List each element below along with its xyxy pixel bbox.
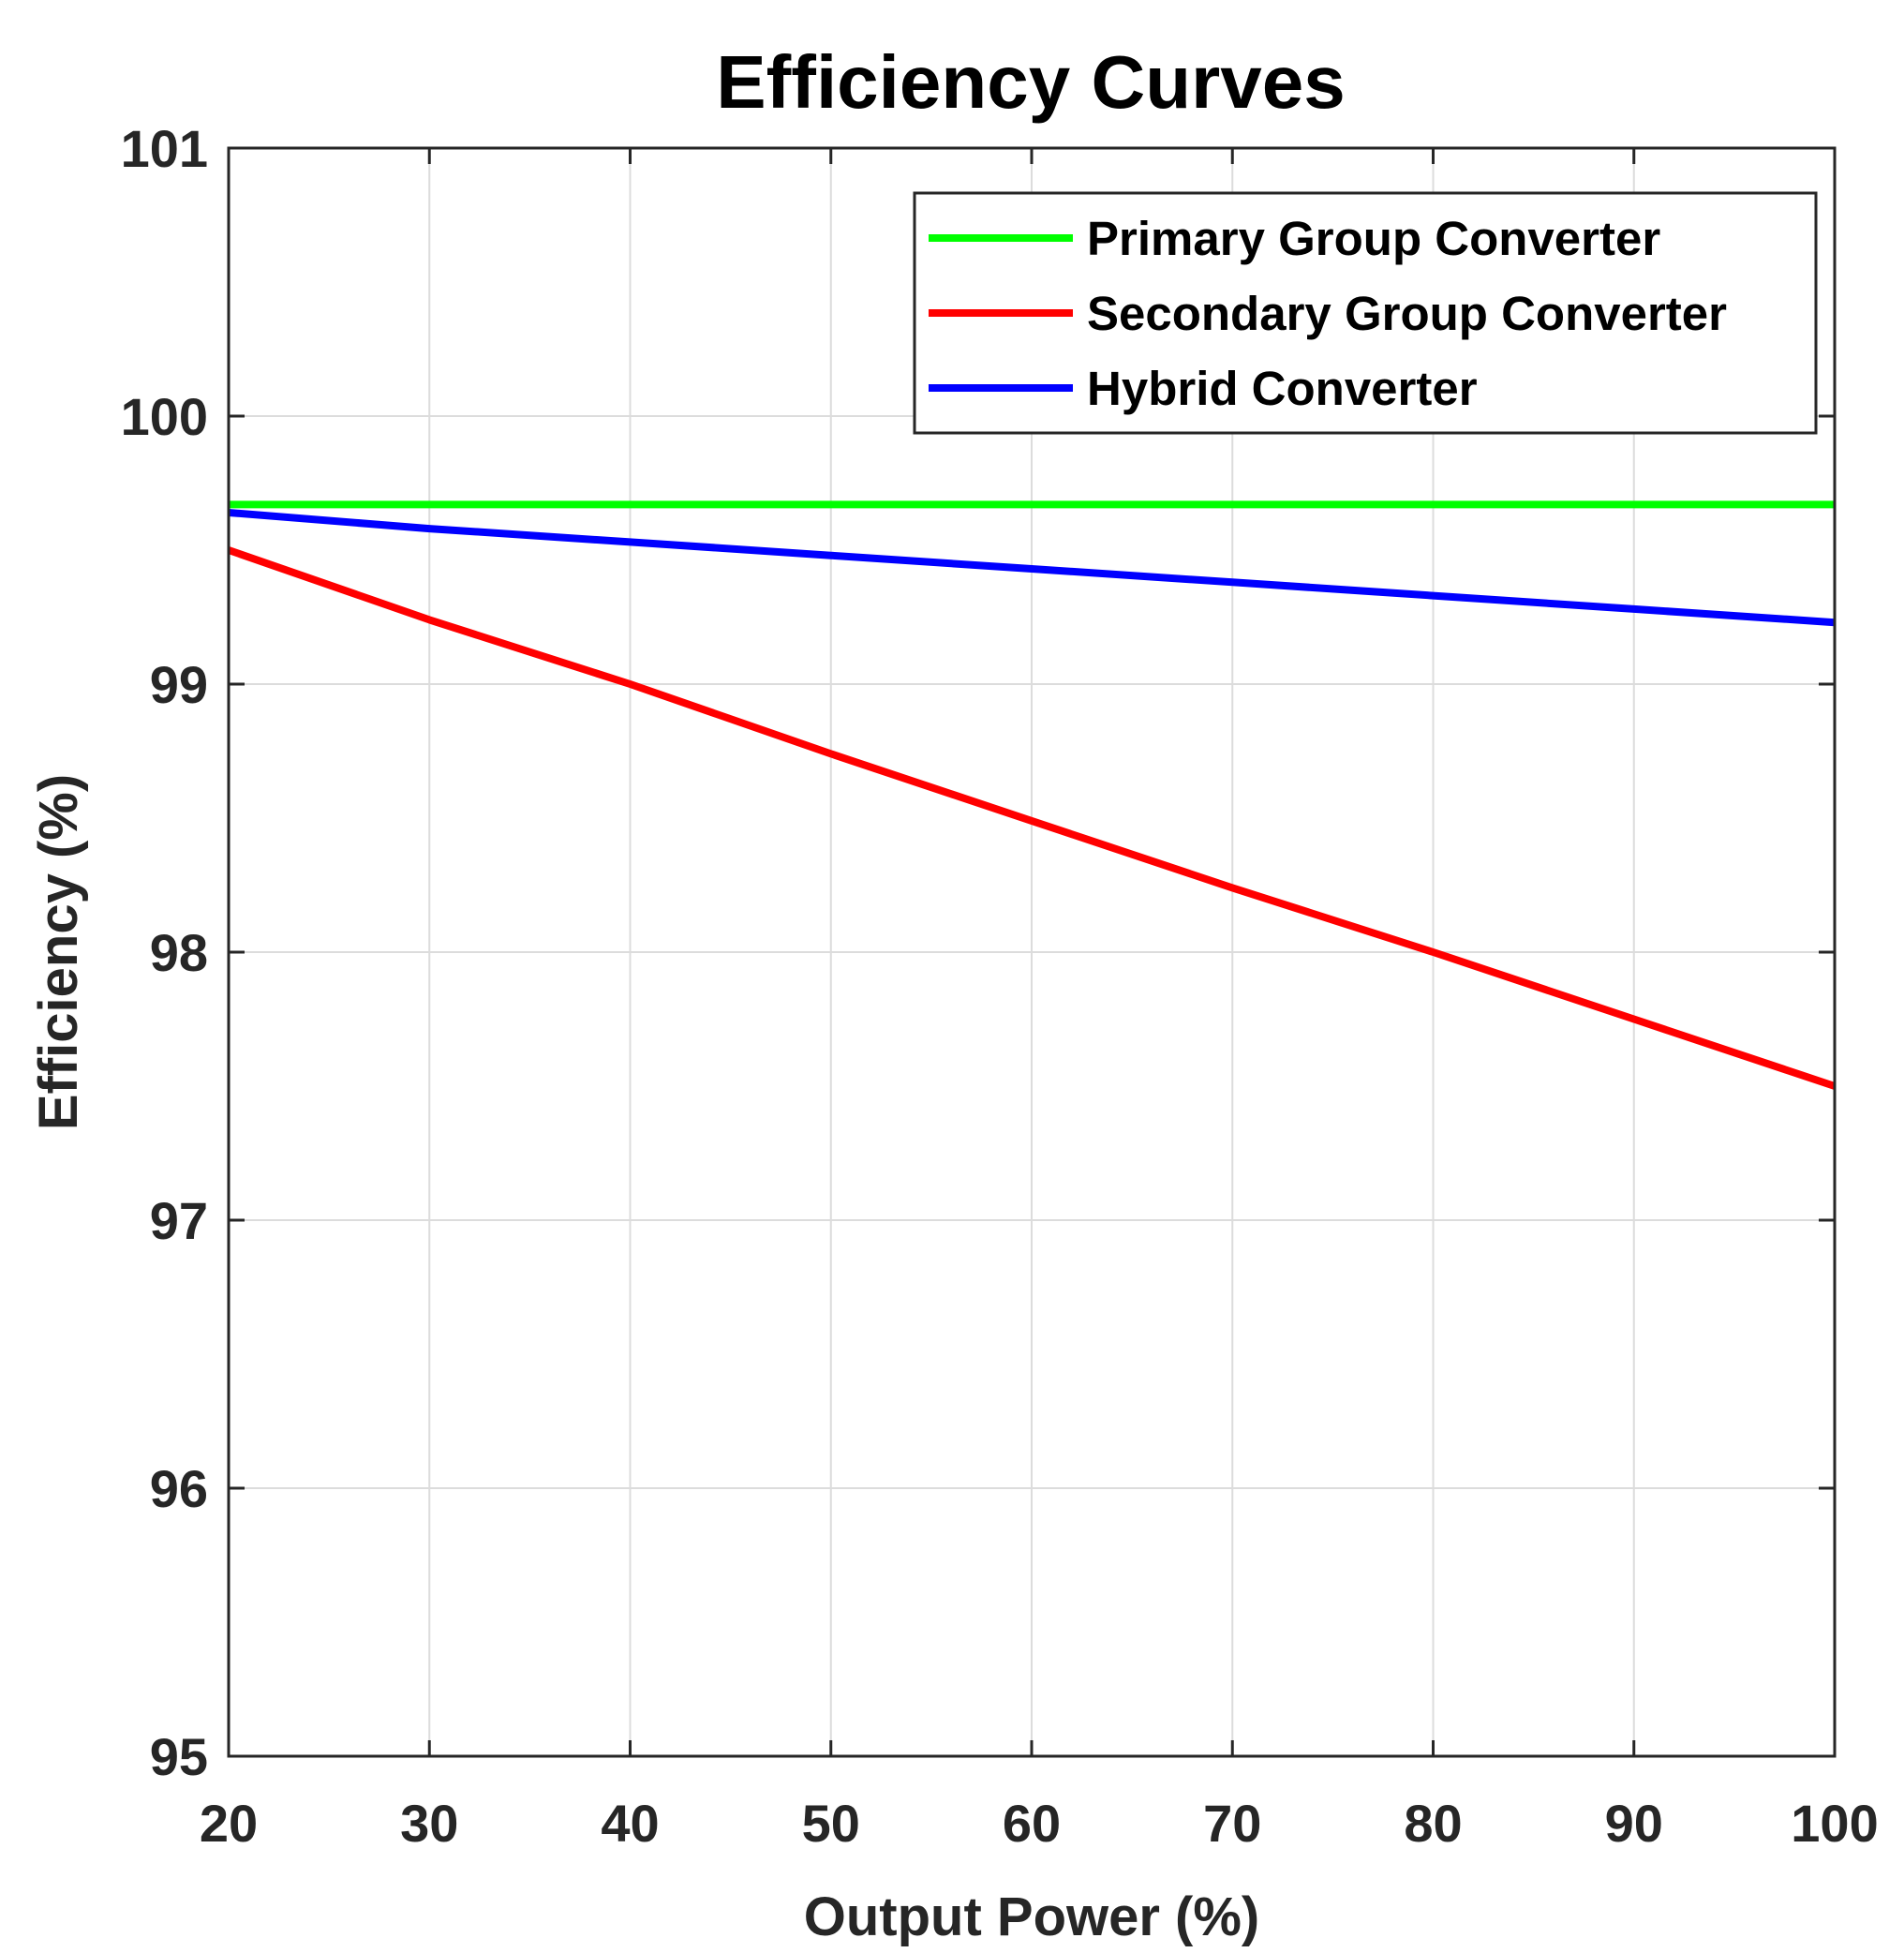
x-tick-label: 100 (1791, 1794, 1878, 1853)
x-tick-label: 30 (400, 1794, 458, 1853)
x-tick-label: 40 (601, 1794, 659, 1853)
x-axis-label: Output Power (%) (804, 1886, 1260, 1947)
tick-label-layer: 20 30 40 50 60 70 80 90 100 95 96 97 98 99 100 101 (121, 119, 1879, 1853)
legend-label-2: Secondary Group Converter (1087, 287, 1727, 340)
chart-title: Efficiency Curves (716, 40, 1345, 124)
x-tick-label: 70 (1203, 1794, 1261, 1853)
legend-label-3: Hybrid Converter (1087, 362, 1478, 415)
tick-layer (227, 146, 1837, 1758)
series-line-2 (227, 546, 1837, 1090)
x-tick-label: 60 (1003, 1794, 1061, 1853)
y-tick-label: 99 (150, 655, 208, 714)
y-tick-label: 100 (121, 387, 208, 446)
y-tick-label: 101 (121, 119, 208, 178)
y-axis-label: Efficiency (%) (28, 774, 89, 1130)
y-tick-label: 98 (150, 923, 208, 982)
legend-label-1: Primary Group Converter (1087, 212, 1660, 265)
legend: Primary Group Converter Secondary Group C… (913, 191, 1818, 435)
x-tick-label: 20 (200, 1794, 258, 1853)
series-layer (227, 500, 1837, 1090)
x-tick-label: 50 (802, 1794, 860, 1853)
y-tick-label: 95 (150, 1727, 208, 1786)
x-tick-label: 90 (1605, 1794, 1663, 1853)
y-tick-label: 97 (150, 1191, 208, 1250)
y-tick-label: 96 (150, 1459, 208, 1518)
series-line-3 (228, 509, 1836, 627)
x-tick-label: 80 (1404, 1794, 1462, 1853)
